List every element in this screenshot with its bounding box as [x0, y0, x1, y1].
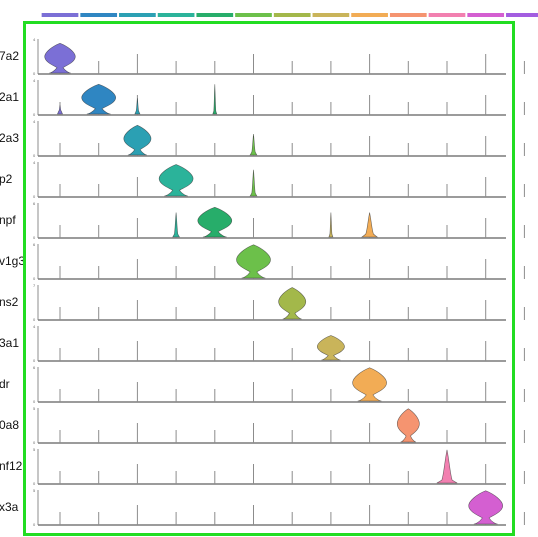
gene-row: ns2 7 0 [0, 283, 525, 322]
gene-row: 7a2 4 0 [0, 37, 525, 76]
y-max-tick-label: 6 [33, 201, 36, 206]
legend-segment-13 [506, 13, 538, 17]
violin-shape [81, 83, 117, 115]
y-zero-tick-label: 0 [33, 235, 36, 240]
y-zero-tick-label: 0 [33, 440, 36, 445]
gene-label: 2a1 [0, 90, 19, 104]
y-max-tick-label: 4 [33, 160, 36, 165]
gene-row: nf12 5 0 [0, 447, 525, 486]
violin-rows: 7a2 4 0 2a1 4 0 2a3 4 0 p2 4 0 npf 6 0 v1g3 6 0 ns2 7 0 3a1 4 0… [0, 37, 525, 527]
y-max-tick-label: 6 [33, 365, 36, 370]
gene-label: dr [0, 377, 10, 391]
violin-shape [172, 212, 181, 238]
gene-row: 3a1 4 0 [0, 324, 525, 363]
gene-row: dr 6 0 [0, 365, 525, 404]
y-zero-tick-label: 0 [33, 399, 36, 404]
y-zero-tick-label: 0 [33, 71, 36, 76]
legend-segment-1 [41, 13, 79, 17]
gene-row: p2 4 0 [0, 160, 525, 199]
gene-label: v1g3 [0, 254, 25, 268]
violin-shape [212, 84, 218, 115]
y-zero-tick-label: 0 [33, 194, 36, 199]
violin-shape [236, 244, 271, 279]
legend-segment-2 [80, 13, 118, 17]
y-max-tick-label: 5 [33, 488, 36, 493]
legend-segment-6 [235, 13, 272, 17]
gene-label: 3a1 [0, 336, 19, 350]
violin-shape [123, 124, 152, 156]
legend-segment-7 [273, 13, 311, 17]
gene-row: v1g3 6 0 [0, 242, 525, 281]
violin-shape [278, 287, 307, 320]
legend-segment-10 [389, 13, 427, 17]
gene-label: 2a3 [0, 131, 19, 145]
gene-row: x3a 5 0 [0, 488, 525, 527]
gene-row: 0a8 5 0 [0, 406, 525, 445]
y-max-tick-label: 5 [33, 406, 36, 411]
y-zero-tick-label: 0 [33, 481, 36, 486]
gene-row: 2a1 4 0 [0, 78, 525, 117]
y-zero-tick-label: 0 [33, 522, 36, 527]
y-zero-tick-label: 0 [33, 276, 36, 281]
cluster-color-bar [41, 13, 538, 17]
legend-segment-4 [157, 13, 195, 17]
legend-segment-9 [351, 13, 388, 17]
gene-label: p2 [0, 172, 13, 186]
gene-label: x3a [0, 500, 19, 514]
gene-row: 2a3 4 0 [0, 119, 525, 158]
gene-label: nf12 [0, 459, 23, 473]
violin-shape [56, 105, 64, 115]
violin-shape [352, 367, 387, 402]
y-max-tick-label: 5 [33, 447, 36, 452]
violin-shape [468, 490, 504, 525]
y-zero-tick-label: 0 [33, 317, 36, 322]
y-max-tick-label: 4 [33, 324, 36, 329]
y-max-tick-label: 4 [33, 37, 36, 42]
violin-shape [134, 98, 141, 115]
y-max-tick-label: 7 [33, 283, 36, 288]
violin-shape [197, 206, 233, 238]
y-zero-tick-label: 0 [33, 153, 36, 158]
violin-shape [360, 212, 379, 238]
y-max-tick-label: 4 [33, 119, 36, 124]
legend-segment-12 [467, 13, 505, 17]
violin-shape [158, 164, 194, 197]
violin-shape [249, 169, 258, 197]
y-zero-tick-label: 0 [33, 112, 36, 117]
gene-label: 7a2 [0, 49, 19, 63]
y-max-tick-label: 4 [33, 78, 36, 83]
gene-label: npf [0, 213, 16, 227]
gene-row: npf 6 0 [0, 201, 525, 240]
gene-label: 0a8 [0, 418, 19, 432]
gene-label: ns2 [0, 295, 19, 309]
y-max-tick-label: 6 [33, 242, 36, 247]
legend-segment-3 [119, 13, 156, 17]
violin-shape [436, 449, 458, 484]
violin-shape [316, 335, 345, 361]
violin-shape [44, 42, 76, 74]
selection-frame [23, 21, 515, 536]
legend-segment-5 [196, 13, 234, 17]
violin-shape [328, 212, 334, 238]
legend-segment-11 [428, 13, 466, 17]
legend-segment-8 [312, 13, 350, 17]
y-zero-tick-label: 0 [33, 358, 36, 363]
violin-shape [396, 408, 420, 443]
violin-shape [249, 133, 258, 156]
